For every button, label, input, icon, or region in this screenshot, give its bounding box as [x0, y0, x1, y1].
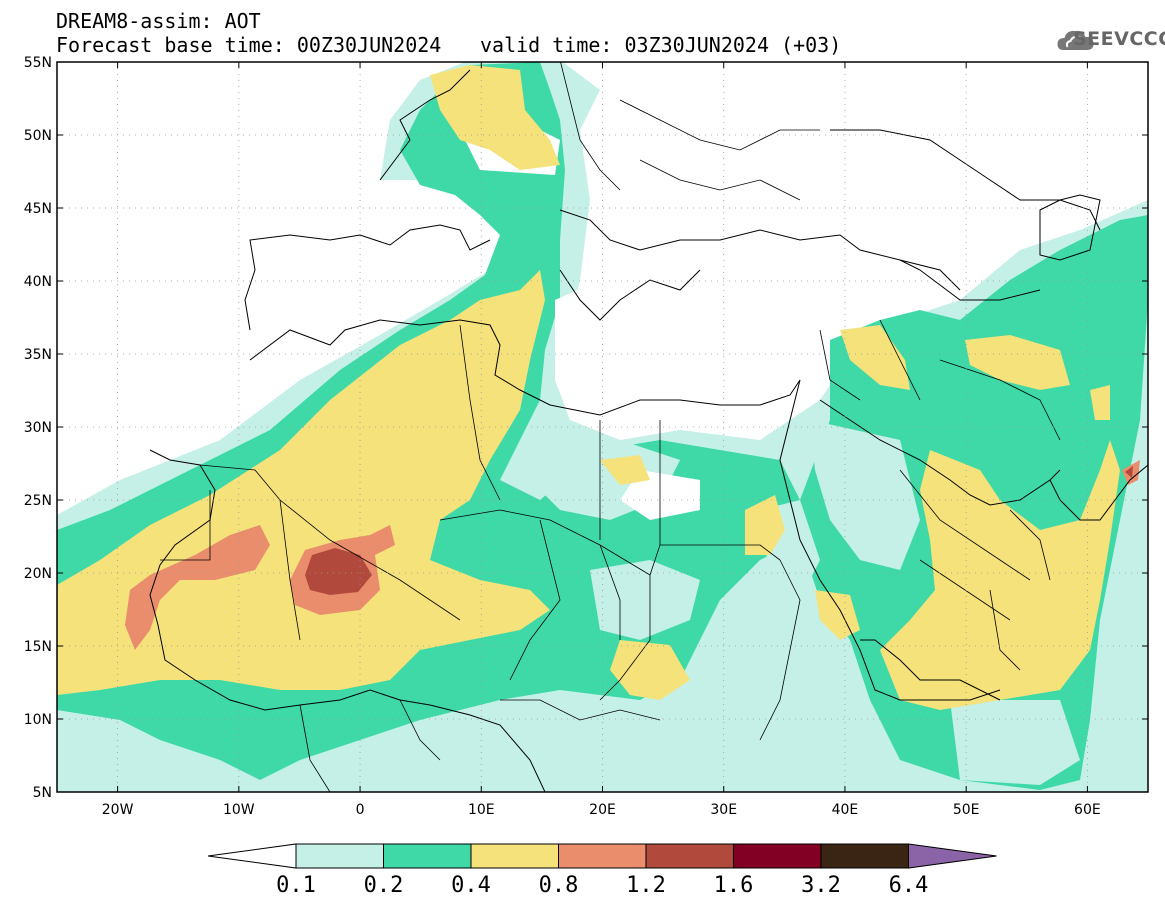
- lon-label: 10W: [223, 802, 255, 818]
- country-borders: [160, 62, 1061, 792]
- lon-label: 0: [356, 802, 365, 818]
- seevccc-logo: SEEVCCC: [1073, 28, 1165, 50]
- lon-label: 10E: [468, 802, 495, 818]
- colorbar-swatch: [820, 843, 909, 869]
- lon-label: 40E: [832, 802, 859, 818]
- colorbar-swatch: [733, 843, 822, 869]
- colorbar-swatch: [645, 843, 734, 869]
- lat-label: 45N: [24, 201, 52, 217]
- colorbar-under-triangle: [207, 843, 297, 869]
- lat-label: 15N: [24, 639, 52, 655]
- lon-label: 20W: [102, 802, 134, 818]
- map-title: DREAM8-assim: AOT: [56, 9, 261, 33]
- longitude-labels: 20W 10W 0 10E 20E 30E 40E 50E 60E: [102, 802, 1101, 818]
- lat-label: 55N: [24, 55, 52, 71]
- forecast-base-time: Forecast base time: 00Z30JUN2024: [56, 33, 442, 57]
- coastlines: [149, 69, 1148, 792]
- cloud-icon: [1057, 30, 1094, 50]
- colorbar-swatch: [558, 843, 647, 869]
- colorbar-swatch: [470, 843, 559, 869]
- colorbar-label: 6.4: [889, 873, 929, 898]
- lat-label: 35N: [24, 347, 52, 363]
- lat-label: 50N: [24, 128, 52, 144]
- lat-label: 5N: [33, 785, 52, 801]
- colorbar-label: 1.6: [714, 873, 754, 898]
- aot-field: [57, 62, 1148, 792]
- lon-label: 50E: [953, 802, 980, 818]
- lon-label: 60E: [1074, 802, 1101, 818]
- latitude-labels: 55N 50N 45N 40N 35N 30N 25N 20N 15N 10N 5N: [24, 55, 52, 801]
- colorbar-label: 0.8: [539, 873, 579, 898]
- valid-time: valid time: 03Z30JUN2024 (+03): [480, 33, 842, 57]
- lat-label: 20N: [24, 566, 52, 582]
- lat-label: 40N: [24, 274, 52, 290]
- colorbar-over-triangle: [908, 843, 997, 869]
- colorbar-label: 1.2: [626, 873, 666, 898]
- lat-label: 10N: [24, 712, 52, 728]
- colorbar-swatch: [295, 843, 384, 869]
- graticule: [57, 61, 1148, 793]
- colorbar-swatch: [383, 843, 472, 869]
- colorbar-label: 0.4: [451, 873, 491, 898]
- aot-band-0.4: [57, 65, 1120, 710]
- lon-label: 30E: [710, 802, 737, 818]
- aot-band-1.2: [305, 466, 1133, 595]
- colorbar: 0.1 0.2 0.4 0.8 1.2 1.6 3.2 6.4: [207, 843, 997, 898]
- lat-label: 25N: [24, 493, 52, 509]
- colorbar-label: 0.1: [276, 873, 316, 898]
- lon-label: 20E: [589, 802, 616, 818]
- colorbar-label: 3.2: [801, 873, 841, 898]
- colorbar-label: 0.2: [364, 873, 404, 898]
- lat-label: 30N: [24, 420, 52, 436]
